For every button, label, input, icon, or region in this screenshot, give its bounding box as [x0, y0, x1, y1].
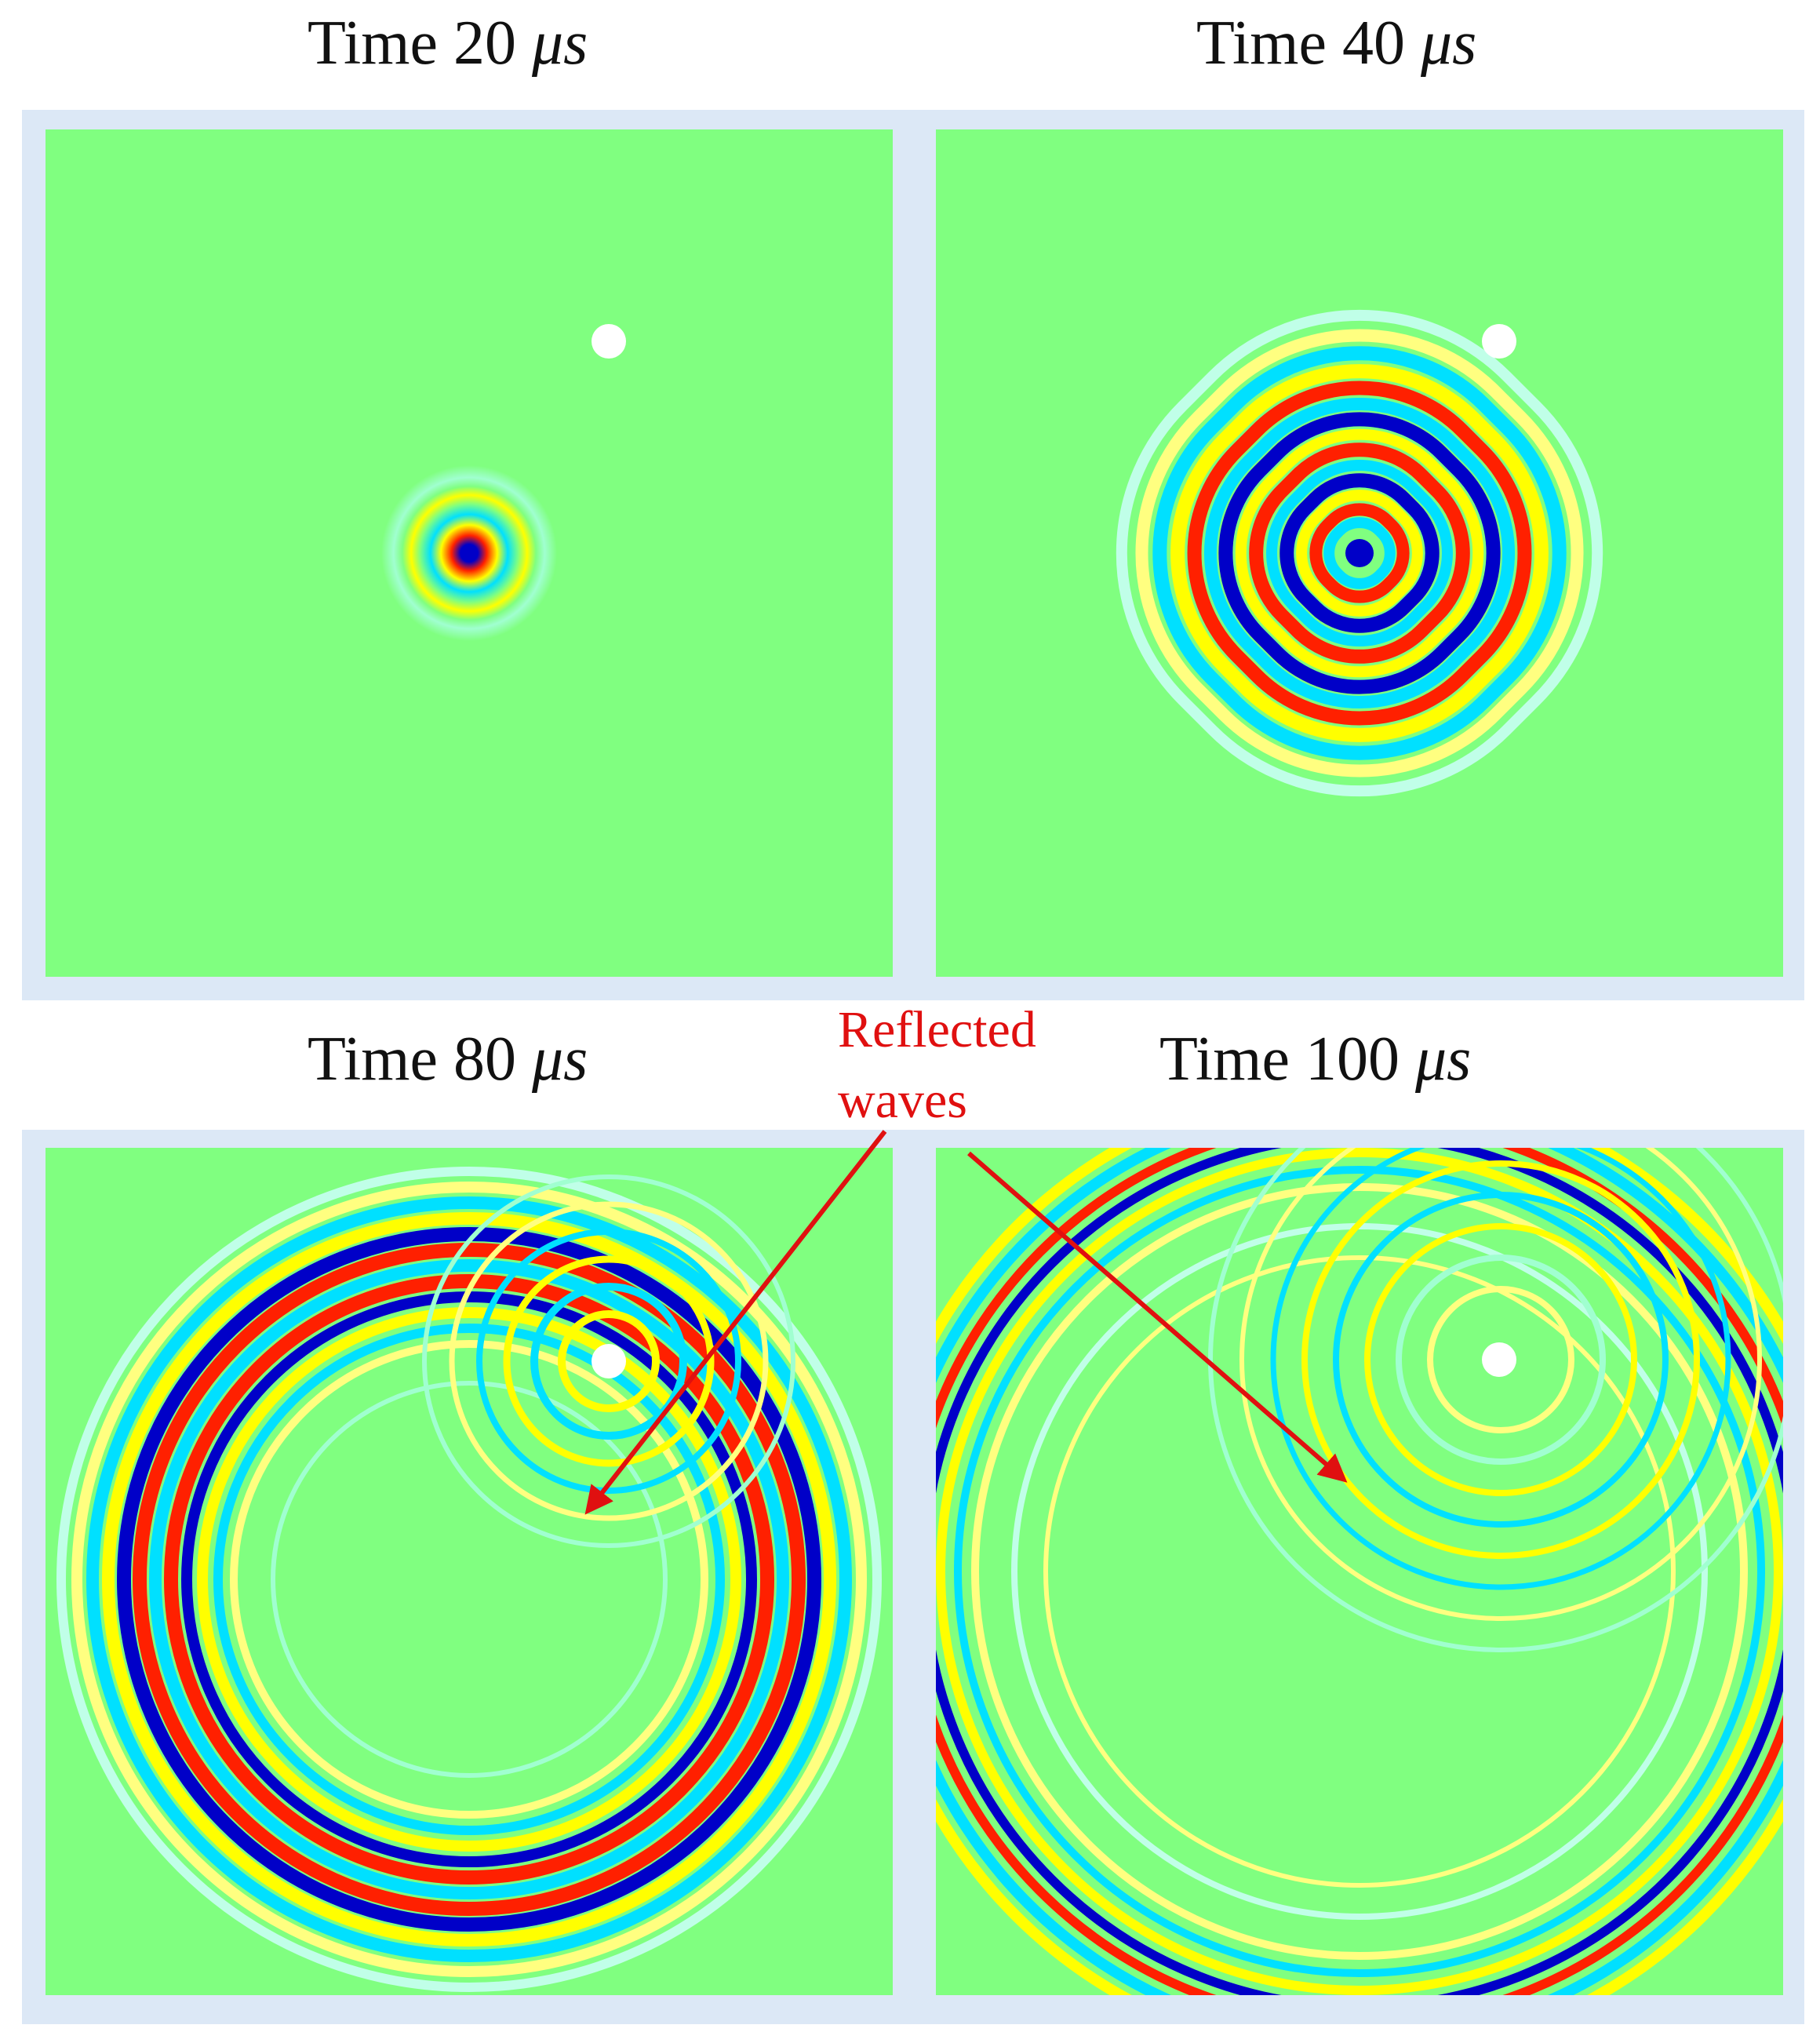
wave-panel-80us	[46, 1148, 893, 1995]
wave-field-20us	[46, 129, 893, 977]
wavefront-40us	[1116, 309, 1603, 797]
annotation-label: Reflected waves	[838, 995, 1036, 1136]
scatterer-hole	[592, 1344, 626, 1378]
wavefront-100us	[936, 1148, 1783, 1995]
wave-panel-40us	[936, 129, 1783, 977]
wave-field-100us	[936, 1148, 1783, 1995]
wave-field-80us	[56, 1167, 882, 1992]
wave-panel-100us	[936, 1148, 1783, 1995]
wave-panel-20us	[46, 129, 893, 977]
panel-title-3: Time 80 μs	[308, 1024, 588, 1095]
panel-title-4: Time 100 μs	[1159, 1024, 1471, 1095]
panel-title-1-unit: μs	[532, 9, 588, 78]
wave-field-40us	[1116, 309, 1603, 797]
panel-title-4-unit: μs	[1415, 1025, 1472, 1094]
scatterer-hole	[1482, 1342, 1516, 1377]
panel-title-4-prefix: Time 100	[1159, 1025, 1416, 1094]
wavefront-80us	[56, 1167, 882, 1992]
wavefront-20us	[381, 465, 557, 641]
panel-title-3-unit: μs	[532, 1025, 588, 1094]
annotation-line-2: waves	[838, 1072, 967, 1129]
panel-title-1-prefix: Time 20	[308, 9, 533, 78]
panel-title-3-prefix: Time 80	[308, 1025, 533, 1094]
annotation-line-1: Reflected	[838, 1001, 1036, 1058]
panel-title-2-prefix: Time 40	[1196, 9, 1421, 78]
panel-title-1: Time 20 μs	[308, 8, 588, 79]
panel-title-2: Time 40 μs	[1196, 8, 1476, 79]
scatterer-hole	[592, 324, 626, 359]
scatterer-hole	[1482, 324, 1516, 359]
panel-title-2-unit: μs	[1421, 9, 1477, 78]
